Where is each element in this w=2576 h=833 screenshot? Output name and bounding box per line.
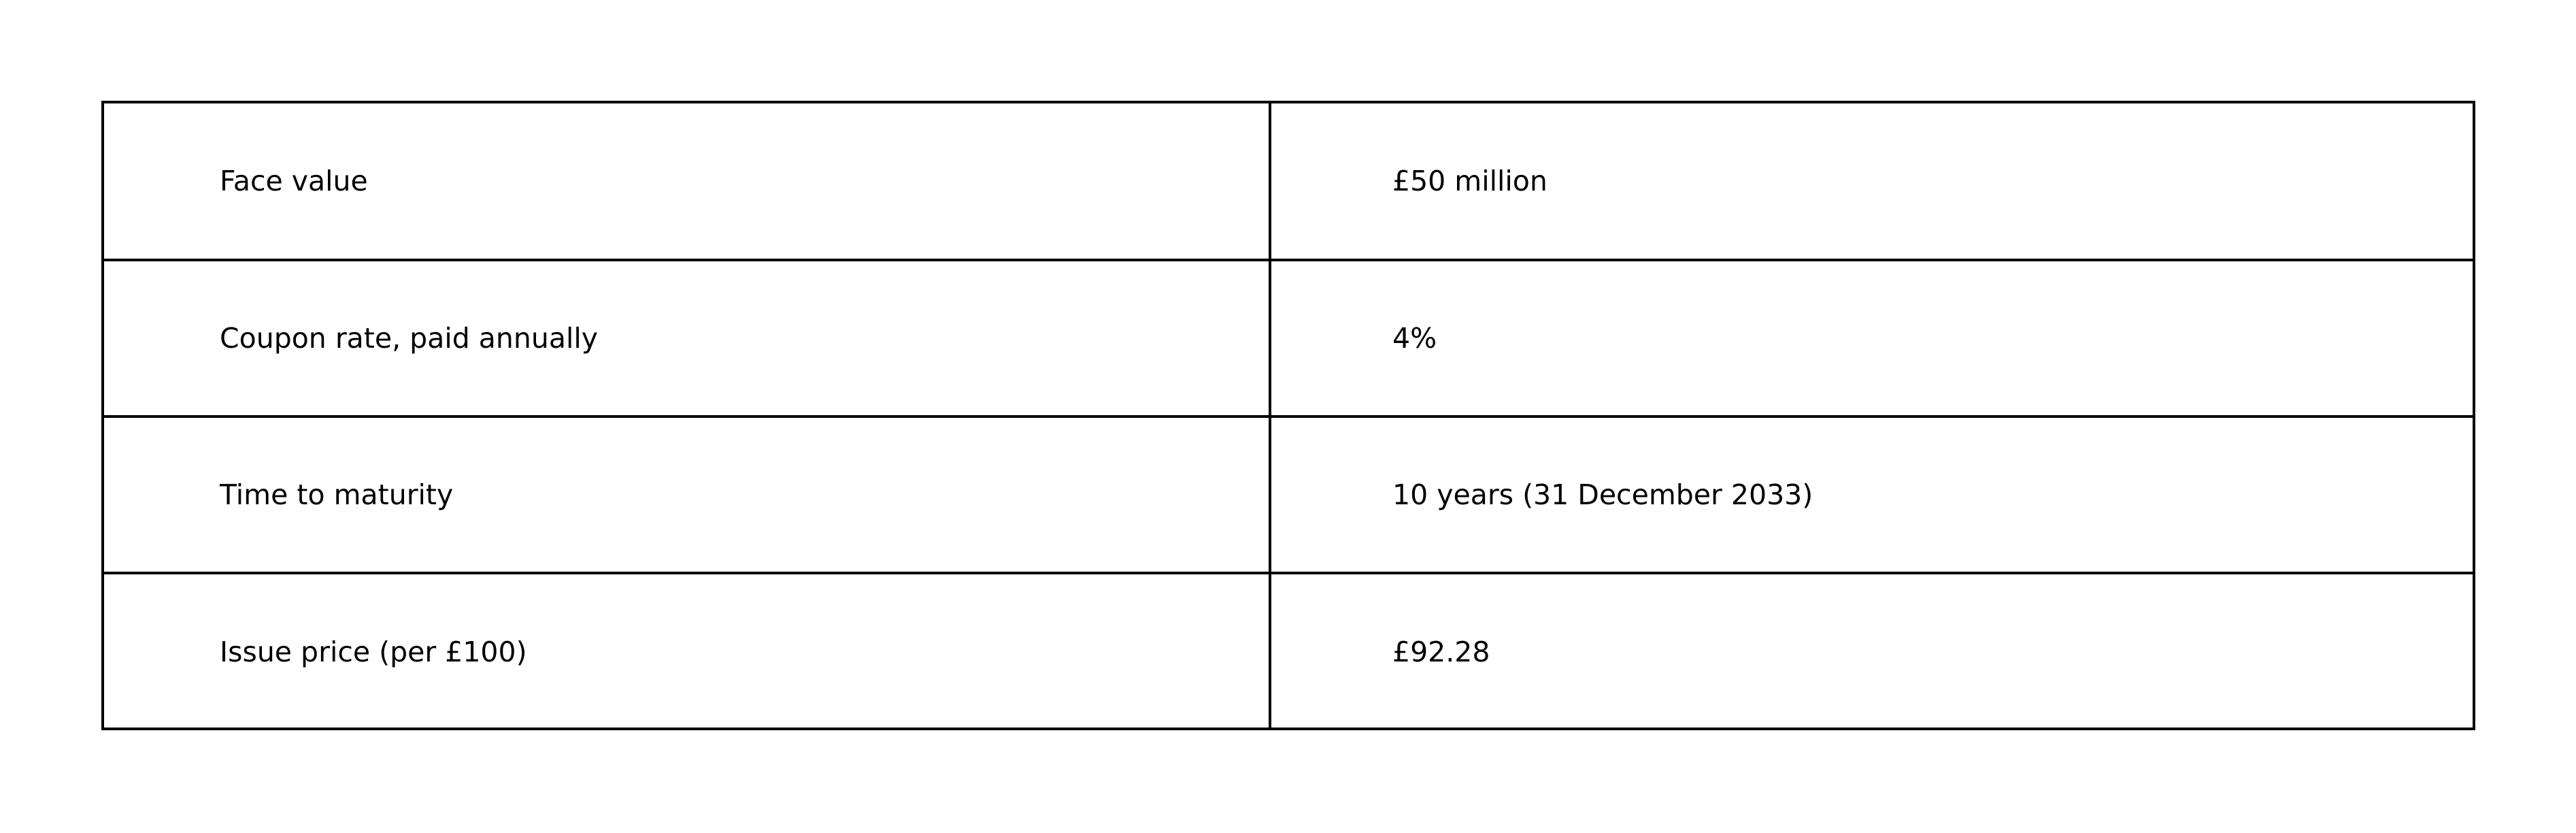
row-value: 4% (1269, 259, 2473, 418)
row-value: £50 million (1269, 103, 2473, 261)
row-label: Coupon rate, paid annually (104, 259, 1271, 418)
row-label: Time to maturity (104, 415, 1271, 574)
bond-details-table: Face value £50 million Coupon rate, paid… (101, 101, 2475, 730)
bond-table: Face value £50 million Coupon rate, paid… (104, 103, 2473, 730)
row-label: Issue price (per £100) (104, 572, 1271, 730)
row-value: £92.28 (1269, 572, 2473, 730)
table-row: Issue price (per £100) £92.28 (104, 572, 2473, 730)
table-row: Face value £50 million (104, 103, 2473, 261)
row-value: 10 years (31 December 2033) (1269, 415, 2473, 574)
table-row: Coupon rate, paid annually 4% (104, 259, 2473, 418)
table-row: Time to maturity 10 years (31 December 2… (104, 415, 2473, 574)
row-label: Face value (104, 103, 1271, 261)
